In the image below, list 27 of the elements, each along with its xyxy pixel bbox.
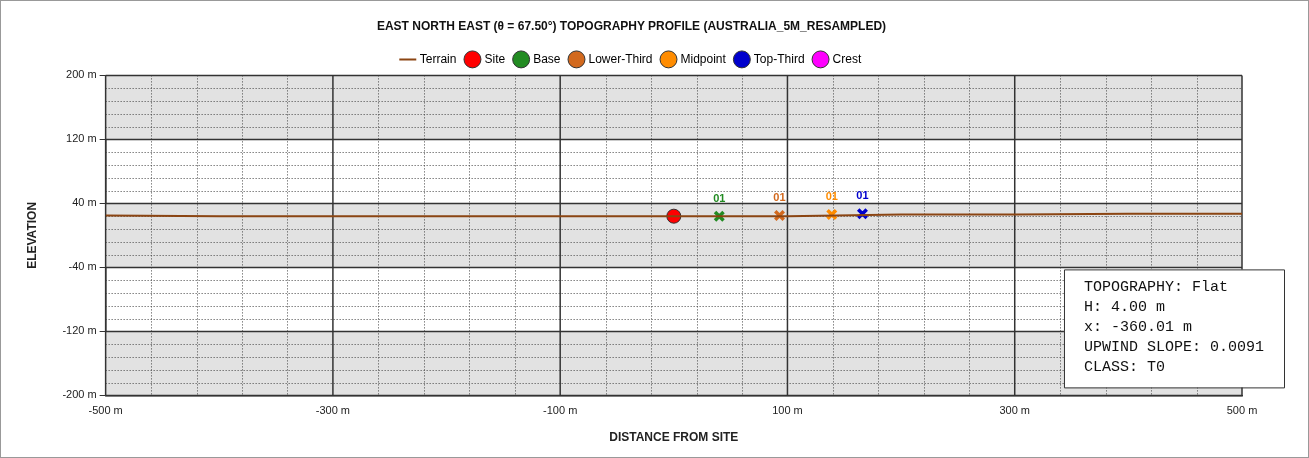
x-tick-label: -300 m — [315, 404, 351, 417]
annotation: 01 — [773, 190, 786, 203]
y-tick-label: 200 m — [66, 68, 97, 81]
y-tick-label: -120 m — [62, 324, 97, 337]
legend-label: Site — [484, 51, 506, 66]
legend-label: Base — [533, 51, 561, 66]
annotation: 01 — [713, 191, 726, 204]
legend-label: Lower-Third — [588, 51, 653, 66]
annotation: 01 — [825, 190, 838, 203]
annotation: 01 — [856, 189, 869, 202]
legend-label: Top-Third — [753, 51, 805, 66]
x-axis-title: DISTANCE FROM SITE — [609, 430, 739, 445]
y-tick-label: -40 m — [68, 260, 97, 273]
annotation: TOPOGRAPHY: Flat H: 4.00 m x: -360.01 m UPWIND SLOPE: 0.0091 CLASS: T0 — [1083, 278, 1264, 376]
x-tick-label: 100 m — [772, 404, 803, 417]
legend-label: Terrain — [419, 51, 457, 66]
y-tick-label: 120 m — [66, 132, 97, 145]
x-tick-label: -500 m — [88, 404, 123, 417]
x-tick-label: 500 m — [1226, 404, 1258, 417]
x-tick-label: 300 m — [999, 404, 1031, 417]
legend-label: Midpoint — [680, 51, 727, 66]
x-tick-label: -100 m — [543, 404, 578, 417]
y-tick-label: -200 m — [62, 388, 97, 401]
y-axis-title: ELEVATION — [24, 201, 39, 269]
legend-label: Crest — [832, 51, 862, 66]
chart-title: EAST NORTH EAST (θ = 67.50°) TOPOGRAPHY PROFILE (AUSTRALIA_5M_RESAMPLED) — [376, 18, 887, 33]
y-tick-label: 40 m — [72, 196, 97, 209]
